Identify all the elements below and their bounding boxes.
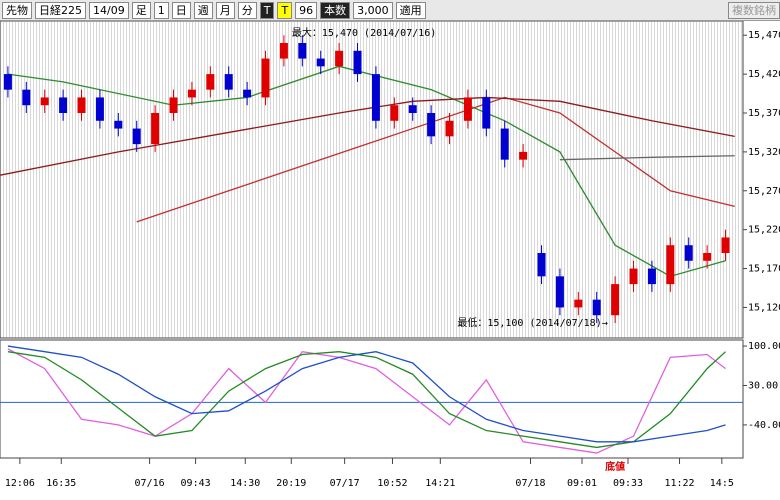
candle-body: [3, 74, 12, 90]
x-tick-label: 20:19: [276, 478, 306, 489]
candle-body: [703, 253, 712, 261]
x-tick-label: 14:30: [230, 478, 260, 489]
candle-body: [721, 237, 730, 253]
candle-body: [151, 113, 160, 145]
y-tick-label: 15,120: [748, 302, 780, 313]
moving-average: [7, 65, 726, 278]
candle-body: [353, 50, 362, 75]
y-tick-label: 15,170: [748, 264, 780, 275]
toolbar-item[interactable]: 足: [131, 1, 151, 19]
candle-body: [408, 105, 417, 113]
candle-body: [482, 97, 491, 129]
y-tick-label: 15,320: [748, 147, 780, 158]
candle-body: [298, 43, 307, 59]
osc-y-tick-label: 100.00: [748, 341, 780, 352]
candle-body: [169, 97, 178, 113]
candle-body: [206, 74, 215, 90]
candle-body: [279, 43, 288, 59]
background-stripes: [0, 22, 743, 338]
x-tick-label: 14:5: [710, 478, 734, 489]
candle-body: [224, 74, 233, 90]
chart: 15,470 15,420 15,370 15,320 15,270 15,220 15,1…: [0, 21, 780, 489]
x-tick-label: 07/17: [330, 478, 360, 489]
toolbar-item[interactable]: 14/09: [89, 1, 129, 19]
toolbar-item[interactable]: 日: [171, 1, 191, 19]
candle-body: [445, 120, 454, 137]
candle-body: [629, 268, 638, 285]
osc-frame: [0, 339, 744, 459]
toolbar-item[interactable]: 1: [153, 1, 169, 19]
candle-body: [463, 97, 472, 121]
max-annotation: 最大：15,470 (2014/07/16): [292, 26, 436, 39]
candle-body: [427, 113, 436, 137]
y-tick-label: 15,370: [748, 108, 780, 119]
candle-body: [77, 97, 86, 113]
x-tick-label: 16:35: [46, 478, 76, 489]
x-tick-label: 07/16: [135, 478, 165, 489]
x-tick-label: 10:52: [377, 478, 407, 489]
y-tick-label: 15,270: [748, 186, 780, 197]
x-tick-label: 09:43: [181, 478, 211, 489]
toolbar-item[interactable]: 複数銘柄: [728, 1, 780, 19]
candle-body: [537, 253, 546, 277]
x-tick-label: 09:01: [567, 478, 597, 489]
y-tick-label: 15,470: [748, 30, 780, 41]
candle-body: [40, 97, 49, 106]
candle-body: [647, 268, 656, 285]
toolbar-item[interactable]: 3,000: [353, 1, 393, 19]
candle-body: [22, 89, 31, 106]
x-tick-label: 12:06: [5, 478, 35, 489]
candle-body: [132, 128, 141, 145]
x-tick-label: 11:22: [664, 478, 694, 489]
candle-body: [574, 299, 583, 308]
toolbar-item[interactable]: 適用: [395, 1, 426, 19]
candle-body: [187, 89, 196, 98]
candle-body: [59, 97, 68, 113]
osc-y-tick-label: -40.00: [748, 420, 780, 431]
candle-body: [666, 245, 675, 285]
candle-body: [500, 128, 509, 160]
bottom-annotation: 底値: [605, 460, 625, 473]
candle-body: [95, 97, 104, 121]
toolbar-item[interactable]: 本数: [320, 1, 351, 19]
x-tick-label: 14:21: [425, 478, 455, 489]
toolbar: 先物 日経225 14/09 足 1 日週月分 T T 96 本数 3,000 適用 複数銘柄: [0, 0, 780, 21]
candle-body: [114, 120, 123, 129]
toolbar-item[interactable]: 週: [193, 1, 213, 19]
oscillator-line: [7, 345, 726, 443]
toolbar-item[interactable]: 96: [295, 1, 318, 19]
candle-body: [335, 50, 344, 67]
y-tick-label: 15,420: [748, 69, 780, 80]
candle-body: [555, 276, 564, 308]
candle-body: [371, 74, 380, 121]
oscillator-line: [7, 351, 726, 449]
x-tick-label: 07/18: [515, 478, 545, 489]
candle-body: [592, 299, 601, 316]
toolbar-item[interactable]: T: [259, 1, 275, 19]
osc-y-tick-label: 30.00: [748, 380, 778, 391]
x-tick-label: 09:33: [613, 478, 643, 489]
candle-body: [261, 58, 270, 98]
min-annotation: 最低：15,100 (2014/07/18)→: [457, 316, 607, 329]
candle-body: [684, 245, 693, 261]
candle-body: [316, 58, 325, 67]
moving-average: [136, 96, 735, 223]
moving-average: [559, 155, 735, 161]
toolbar-item[interactable]: 先物: [2, 1, 32, 19]
main-frame: [0, 21, 744, 339]
candle-body: [611, 284, 620, 316]
candle-body: [390, 105, 399, 121]
toolbar-item[interactable]: 月: [215, 1, 235, 19]
toolbar-item[interactable]: 分: [237, 1, 257, 19]
y-tick-label: 15,220: [748, 225, 780, 236]
candle-body: [243, 89, 252, 98]
toolbar-item[interactable]: 日経225: [35, 1, 86, 19]
toolbar-item[interactable]: T: [277, 1, 293, 19]
candle-body: [519, 151, 528, 160]
